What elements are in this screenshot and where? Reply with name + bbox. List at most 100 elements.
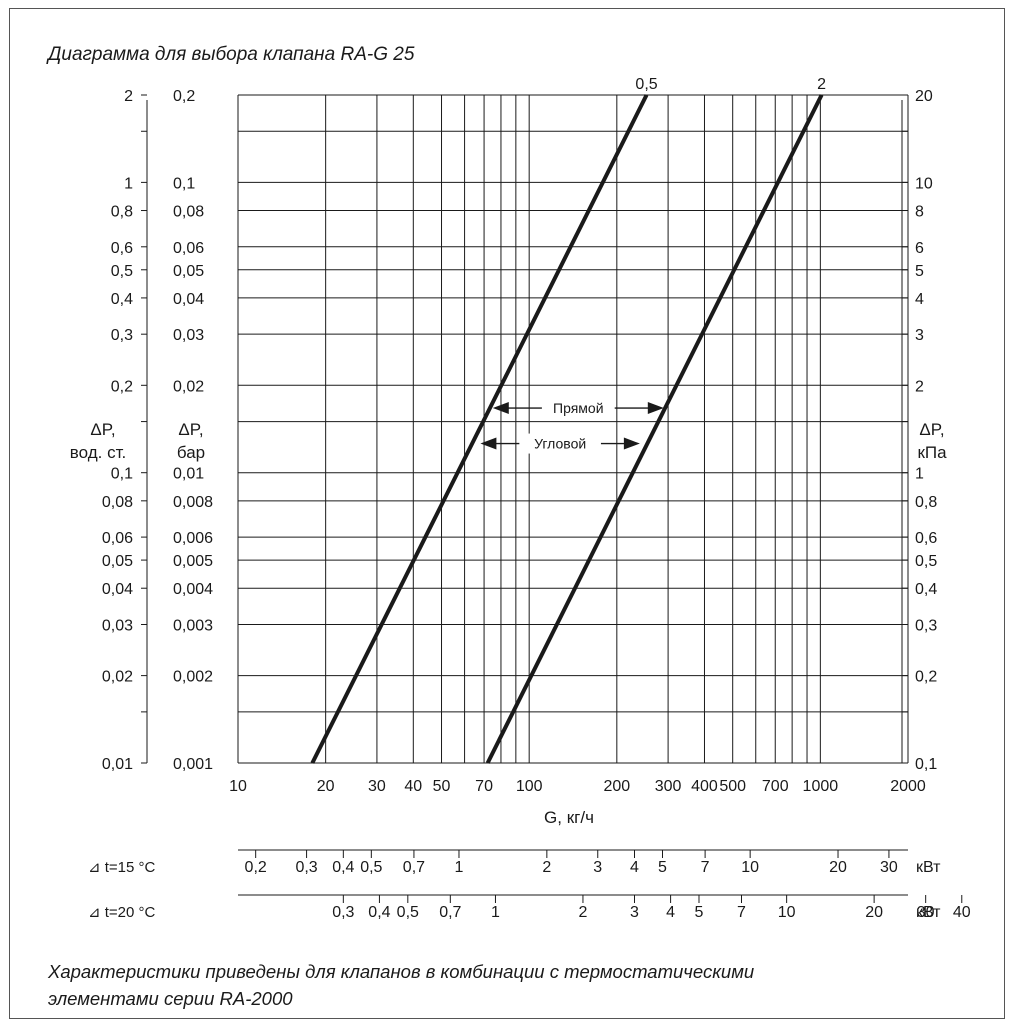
series-line-1 — [310, 94, 649, 764]
x-tick-label: 30 — [368, 778, 386, 795]
y-axis-title-water: вод. ст. — [70, 443, 126, 462]
power-scale-tick-label: 40 — [953, 904, 971, 921]
power-scale-tick-label: 0,7 — [403, 859, 425, 876]
footnote-line-2: элементами серии RA-2000 — [48, 988, 293, 1009]
annotation-arrowhead-left — [492, 402, 509, 415]
y-axis-title-kpa: ΔP, — [919, 420, 944, 439]
power-scale-unit: кВт — [916, 904, 941, 921]
y-tick-label-bar: 0,06 — [173, 240, 204, 257]
power-scale-tick-label: 0,3 — [295, 859, 317, 876]
y-tick-label-kpa: 4 — [915, 291, 924, 308]
power-scale-tick-label: 0,4 — [332, 859, 354, 876]
y-tick-label-kpa: 6 — [915, 240, 924, 257]
power-scale-tick-label: 0,5 — [360, 859, 382, 876]
power-scale-label: ⊿ t=15 °C — [88, 859, 156, 876]
x-tick-label: 200 — [603, 778, 630, 795]
y-tick-label-water: 0,06 — [102, 530, 133, 547]
power-scale-tick-label: 7 — [737, 904, 746, 921]
footnote: Характеристики приведены для клапанов в … — [48, 958, 754, 1012]
y-tick-label-bar: 0,001 — [173, 756, 213, 773]
y-axis-title-kpa: кПа — [917, 443, 947, 462]
y-tick-label-kpa: 0,5 — [915, 553, 937, 570]
x-tick-label: 700 — [762, 778, 789, 795]
y-tick-label-kpa: 8 — [915, 204, 924, 221]
y-tick-label-water: 0,8 — [111, 204, 133, 221]
y-tick-label-water: 0,03 — [102, 617, 133, 634]
y-tick-label-water: 1 — [124, 175, 133, 192]
x-axis-title: G, кг/ч — [544, 808, 594, 827]
power-scale-tick-label: 4 — [630, 859, 639, 876]
power-scale-tick-label: 0,3 — [332, 904, 354, 921]
power-scale-label: ⊿ t=20 °C — [88, 904, 156, 921]
y-tick-label-kpa: 0,6 — [915, 530, 937, 547]
y-tick-label-bar: 0,04 — [173, 291, 204, 308]
power-scale-tick-label: 0,4 — [368, 904, 390, 921]
y-tick-label-bar: 0,01 — [173, 466, 204, 483]
power-scale-tick-label: 5 — [658, 859, 667, 876]
y-tick-label-bar: 0,02 — [173, 378, 204, 395]
power-scale-tick-label: 10 — [741, 859, 759, 876]
series-line-2 — [485, 94, 824, 764]
annotation-label: Прямой — [553, 400, 604, 416]
annotation-arrowhead-left — [480, 437, 497, 450]
power-scale-tick-label: 5 — [695, 904, 704, 921]
power-scale-tick-label: 3 — [593, 859, 602, 876]
y-tick-label-water: 0,2 — [111, 378, 133, 395]
y-tick-label-bar: 0,03 — [173, 327, 204, 344]
y-tick-label-water: 0,08 — [102, 494, 133, 511]
y-tick-label-bar: 0,002 — [173, 669, 213, 686]
y-tick-label-bar: 0,08 — [173, 204, 204, 221]
y-tick-label-kpa: 0,8 — [915, 494, 937, 511]
power-scale-tick-label: 2 — [578, 904, 587, 921]
y-tick-label-water: 0,5 — [111, 263, 133, 280]
x-tick-label: 70 — [475, 778, 493, 795]
x-tick-label: 500 — [719, 778, 746, 795]
y-tick-label-kpa: 5 — [915, 263, 924, 280]
annotation-arrowhead-right — [623, 437, 640, 450]
annotation-label-bg — [545, 398, 611, 419]
y-tick-label-kpa: 0,2 — [915, 669, 937, 686]
power-scale-tick-label: 3 — [630, 904, 639, 921]
power-scale-tick-label: 1 — [491, 904, 500, 921]
y-tick-label-water: 0,01 — [102, 756, 133, 773]
y-tick-label-bar: 0,2 — [173, 88, 195, 105]
x-tick-label: 2000 — [890, 778, 926, 795]
series-label: 0,5 — [635, 76, 657, 93]
y-tick-label-water: 2 — [124, 88, 133, 105]
y-axis-title-bar: ΔP, — [178, 420, 203, 439]
annotation-arrowhead-right — [647, 402, 664, 415]
power-scale-tick-label: 2 — [542, 859, 551, 876]
y-tick-label-bar: 0,006 — [173, 530, 213, 547]
x-tick-label: 300 — [655, 778, 682, 795]
y-tick-label-water: 0,05 — [102, 553, 133, 570]
power-scale-tick-label: 0,2 — [245, 859, 267, 876]
y-tick-label-water: 0,02 — [102, 669, 133, 686]
y-tick-label-bar: 0,003 — [173, 617, 213, 634]
y-tick-label-water: 0,1 — [111, 466, 133, 483]
y-tick-label-kpa: 3 — [915, 327, 924, 344]
x-tick-label: 10 — [229, 778, 247, 795]
x-tick-label: 20 — [317, 778, 335, 795]
y-tick-label-water: 0,4 — [111, 291, 133, 308]
y-tick-label-bar: 0,005 — [173, 553, 213, 570]
y-axis-title-water: ΔP, — [90, 420, 115, 439]
power-scale-tick-label: 0,7 — [439, 904, 461, 921]
power-scale-tick-label: 20 — [829, 859, 847, 876]
y-tick-label-kpa: 10 — [915, 175, 933, 192]
y-tick-label-water: 0,3 — [111, 327, 133, 344]
figure-frame — [9, 8, 1005, 1019]
y-tick-label-bar: 0,1 — [173, 175, 195, 192]
x-tick-label: 400 — [691, 778, 718, 795]
y-axis-title-bar: бар — [177, 443, 205, 462]
x-tick-label: 50 — [433, 778, 451, 795]
y-tick-label-water: 0,04 — [102, 581, 133, 598]
y-tick-label-bar: 0,05 — [173, 263, 204, 280]
power-scale-tick-label: 4 — [666, 904, 675, 921]
y-tick-label-kpa: 1 — [915, 466, 924, 483]
y-tick-label-kpa: 2 — [915, 378, 924, 395]
y-tick-label-kpa: 0,1 — [915, 756, 937, 773]
x-tick-label: 40 — [404, 778, 422, 795]
power-scale-tick-label: 1 — [455, 859, 464, 876]
chart-title: Диаграмма для выбора клапана RA-G 25 — [48, 44, 415, 65]
